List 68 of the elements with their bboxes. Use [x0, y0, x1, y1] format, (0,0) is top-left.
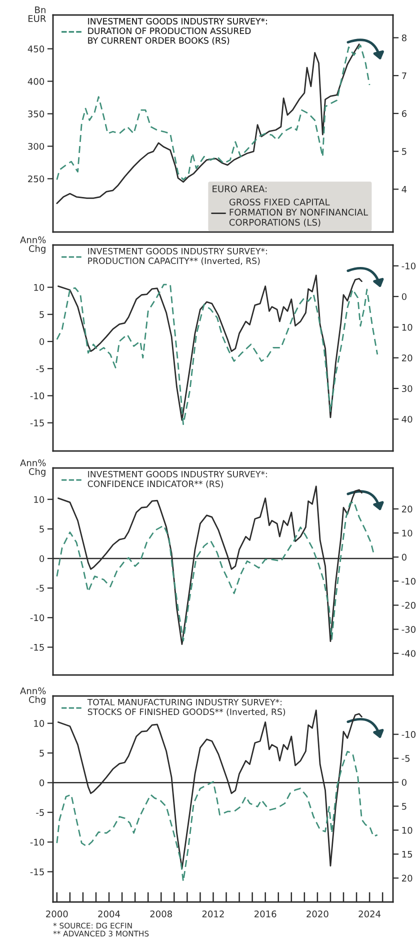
y-tick-label: -5	[36, 365, 44, 372]
y2-tick-label: 30	[402, 385, 412, 392]
legend-label: INVESTMENT GOODS INDUSTRY SURVEY*: PRODUCTION CAPACITY** (Inverted, RS)	[88, 248, 267, 266]
y2-tick-label: 20	[402, 874, 412, 882]
x-tick-label: 2020	[306, 910, 328, 918]
y-tick-label: 0	[40, 555, 44, 562]
y2-tick-label: -20	[402, 602, 416, 609]
y2-tick-label: 0	[402, 293, 406, 300]
x-tick-label: 2004	[98, 910, 120, 918]
y-tick-label: 5	[40, 750, 44, 757]
y2-tick-label: 15	[402, 850, 412, 858]
y2-tick-label: 0	[402, 778, 406, 786]
y2-tick-label: -40	[402, 650, 416, 657]
legend-label: GROSS FIXED CAPITAL FORMATION BY NONFINANCIAL CORPORATIONS (LS)	[229, 198, 368, 227]
y-axis-title: Ann% Chg	[20, 236, 46, 254]
legend-label: TOTAL MANUFACTURING INDUSTRY SURVEY*: STOCKS OF FINISHED GOODS** (Inverted, RS)	[87, 698, 286, 716]
x-tick-label: 2024	[358, 910, 381, 918]
y-tick-label: 10	[34, 496, 44, 503]
y-tick-label: 5	[40, 526, 44, 532]
y2-tick-label: 4	[402, 186, 407, 193]
y2-tick-label: 10	[402, 826, 412, 834]
y2-tick-label: -10	[402, 731, 416, 738]
y2-tick-label: -5	[402, 755, 410, 762]
x-tick-label: 2008	[150, 910, 172, 918]
y2-tick-label: 7	[402, 72, 406, 80]
y2-tick-label: 10	[402, 324, 412, 331]
y-tick-label: 0	[40, 779, 44, 786]
y-tick-label: 450	[28, 46, 44, 52]
y2-tick-label: -10	[402, 578, 416, 585]
y-tick-label: 5	[40, 311, 44, 318]
y2-tick-label: 40	[402, 416, 412, 423]
y-axis-title: Bn EUR	[28, 6, 46, 22]
y-tick-label: -15	[30, 644, 44, 651]
y-tick-label: 10	[34, 284, 44, 291]
line-series	[56, 750, 378, 882]
y-tick-label: -5	[36, 584, 44, 592]
y-axis-title: Ann% Chg	[20, 459, 46, 477]
legend-label: INVESTMENT GOODS INDUSTRY SURVEY*: DURATION OF PRODUCTION ASSURED BY CURRENT ORDER BOOKS (RS)	[88, 18, 267, 45]
y2-tick-label: -30	[402, 626, 416, 633]
y-tick-label: -10	[30, 838, 44, 846]
y2-tick-label: 8	[402, 34, 406, 42]
y2-tick-label: 10	[402, 530, 412, 537]
line-series	[56, 44, 360, 204]
y2-tick-label: 0	[402, 554, 406, 561]
legend-title: EURO AREA:	[212, 185, 266, 192]
y-tick-label: 400	[28, 78, 44, 85]
y-tick-label: -15	[30, 868, 44, 876]
y2-tick-label: 20	[402, 506, 412, 512]
y-tick-label: 250	[28, 175, 44, 182]
y-tick-label: -5	[36, 809, 44, 816]
y-tick-label: 300	[28, 142, 44, 150]
y-tick-label: 0	[40, 338, 44, 346]
y-axis-title: Ann% Chg	[20, 687, 46, 705]
y2-tick-label: 20	[402, 354, 412, 362]
x-tick-label: 2016	[254, 910, 276, 918]
y-tick-label: -10	[30, 614, 44, 622]
line-series	[56, 44, 370, 180]
y2-tick-label: 5	[402, 148, 406, 155]
legend-label: INVESTMENT GOODS INDUSTRY SURVEY*: CONFIDENCE INDICATOR** (RS)	[88, 470, 267, 488]
y2-tick-label: -10	[402, 262, 416, 270]
y-tick-label: 350	[28, 110, 44, 118]
y2-tick-label: 6	[402, 110, 407, 118]
y-tick-label: 10	[34, 720, 44, 727]
y-tick-label: -15	[30, 420, 44, 426]
y-tick-label: -10	[30, 392, 44, 400]
x-tick-label: 2012	[202, 910, 224, 918]
x-tick-label: 2000	[46, 910, 68, 918]
y2-tick-label: 5	[402, 803, 406, 810]
